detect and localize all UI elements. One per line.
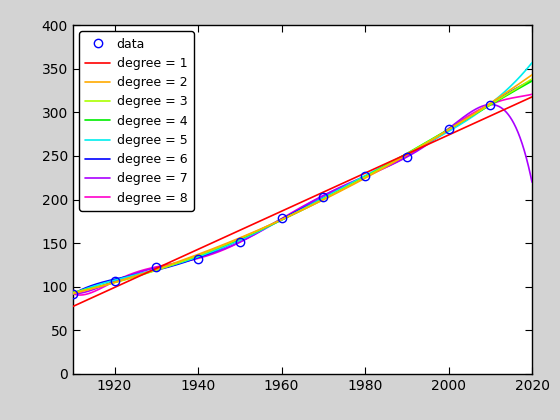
degree = 1 bbox=[93, 293, 100, 298]
degree = 6 bbox=[515, 84, 522, 89]
degree = 6 bbox=[431, 136, 438, 142]
degree = 3 bbox=[515, 85, 522, 90]
data bbox=[153, 264, 160, 269]
degree = 4 bbox=[281, 216, 287, 221]
data bbox=[487, 102, 493, 107]
degree = 5 bbox=[281, 216, 287, 221]
data bbox=[278, 215, 285, 220]
degree = 4 bbox=[293, 210, 300, 215]
degree = 4 bbox=[93, 285, 100, 290]
degree = 6 bbox=[293, 209, 300, 214]
degree = 1 bbox=[69, 304, 76, 309]
Line: degree = 4: degree = 4 bbox=[73, 81, 532, 293]
degree = 3 bbox=[69, 290, 76, 295]
degree = 1 bbox=[529, 94, 535, 100]
degree = 4 bbox=[529, 79, 535, 84]
degree = 7 bbox=[488, 102, 494, 107]
degree = 3 bbox=[281, 216, 287, 221]
data bbox=[320, 194, 326, 200]
data bbox=[403, 154, 410, 159]
degree = 3 bbox=[431, 135, 438, 140]
degree = 8 bbox=[281, 215, 287, 220]
degree = 7 bbox=[281, 215, 287, 220]
degree = 6 bbox=[281, 215, 287, 220]
degree = 2 bbox=[293, 210, 300, 215]
data bbox=[111, 279, 118, 284]
degree = 7 bbox=[516, 133, 522, 138]
degree = 7 bbox=[529, 180, 535, 185]
degree = 3 bbox=[293, 210, 300, 215]
Legend: data, degree = 1, degree = 2, degree = 3, degree = 4, degree = 5, degree = 6, de: data, degree = 1, degree = 2, degree = 3… bbox=[79, 32, 194, 211]
degree = 5 bbox=[431, 137, 438, 142]
degree = 6 bbox=[529, 78, 535, 83]
degree = 7 bbox=[431, 137, 438, 142]
degree = 7 bbox=[69, 291, 76, 296]
degree = 1 bbox=[431, 139, 438, 144]
Line: degree = 3: degree = 3 bbox=[73, 79, 532, 292]
degree = 1 bbox=[293, 202, 300, 207]
degree = 2 bbox=[69, 291, 76, 296]
degree = 5 bbox=[529, 60, 535, 65]
Line: degree = 2: degree = 2 bbox=[73, 75, 532, 294]
degree = 7 bbox=[516, 132, 522, 137]
degree = 7 bbox=[93, 286, 100, 291]
degree = 7 bbox=[71, 291, 77, 296]
degree = 4 bbox=[515, 86, 522, 91]
degree = 2 bbox=[431, 136, 438, 141]
Line: degree = 8: degree = 8 bbox=[73, 94, 532, 295]
degree = 8 bbox=[69, 291, 76, 296]
degree = 4 bbox=[69, 290, 76, 295]
Line: degree = 7: degree = 7 bbox=[73, 105, 532, 294]
degree = 1 bbox=[281, 207, 287, 213]
degree = 5 bbox=[293, 210, 300, 215]
degree = 7 bbox=[293, 208, 300, 213]
degree = 8 bbox=[93, 288, 100, 293]
degree = 5 bbox=[515, 76, 522, 81]
Line: degree = 5: degree = 5 bbox=[73, 63, 532, 294]
degree = 6 bbox=[69, 291, 76, 297]
degree = 8 bbox=[529, 92, 535, 97]
Line: degree = 6: degree = 6 bbox=[73, 80, 532, 294]
degree = 4 bbox=[431, 135, 438, 140]
data bbox=[362, 173, 368, 178]
degree = 6 bbox=[93, 281, 100, 286]
degree = 8 bbox=[431, 136, 438, 141]
degree = 8 bbox=[515, 94, 522, 100]
degree = 1 bbox=[515, 100, 522, 105]
degree = 8 bbox=[293, 207, 300, 213]
degree = 6 bbox=[515, 85, 522, 90]
degree = 3 bbox=[515, 85, 522, 90]
Line: data: data bbox=[69, 100, 494, 298]
degree = 5 bbox=[69, 291, 76, 296]
degree = 2 bbox=[281, 216, 287, 221]
degree = 5 bbox=[515, 76, 522, 81]
degree = 8 bbox=[77, 293, 83, 298]
degree = 8 bbox=[516, 94, 522, 99]
degree = 2 bbox=[93, 285, 100, 290]
Line: degree = 1: degree = 1 bbox=[73, 97, 532, 307]
degree = 2 bbox=[515, 82, 522, 87]
degree = 2 bbox=[529, 72, 535, 77]
degree = 1 bbox=[515, 100, 522, 105]
data bbox=[445, 126, 452, 131]
degree = 4 bbox=[515, 86, 522, 91]
data bbox=[195, 256, 202, 261]
degree = 3 bbox=[529, 76, 535, 81]
degree = 5 bbox=[93, 283, 100, 288]
data bbox=[236, 240, 243, 245]
data bbox=[69, 291, 76, 296]
degree = 3 bbox=[93, 285, 100, 290]
degree = 2 bbox=[515, 81, 522, 87]
